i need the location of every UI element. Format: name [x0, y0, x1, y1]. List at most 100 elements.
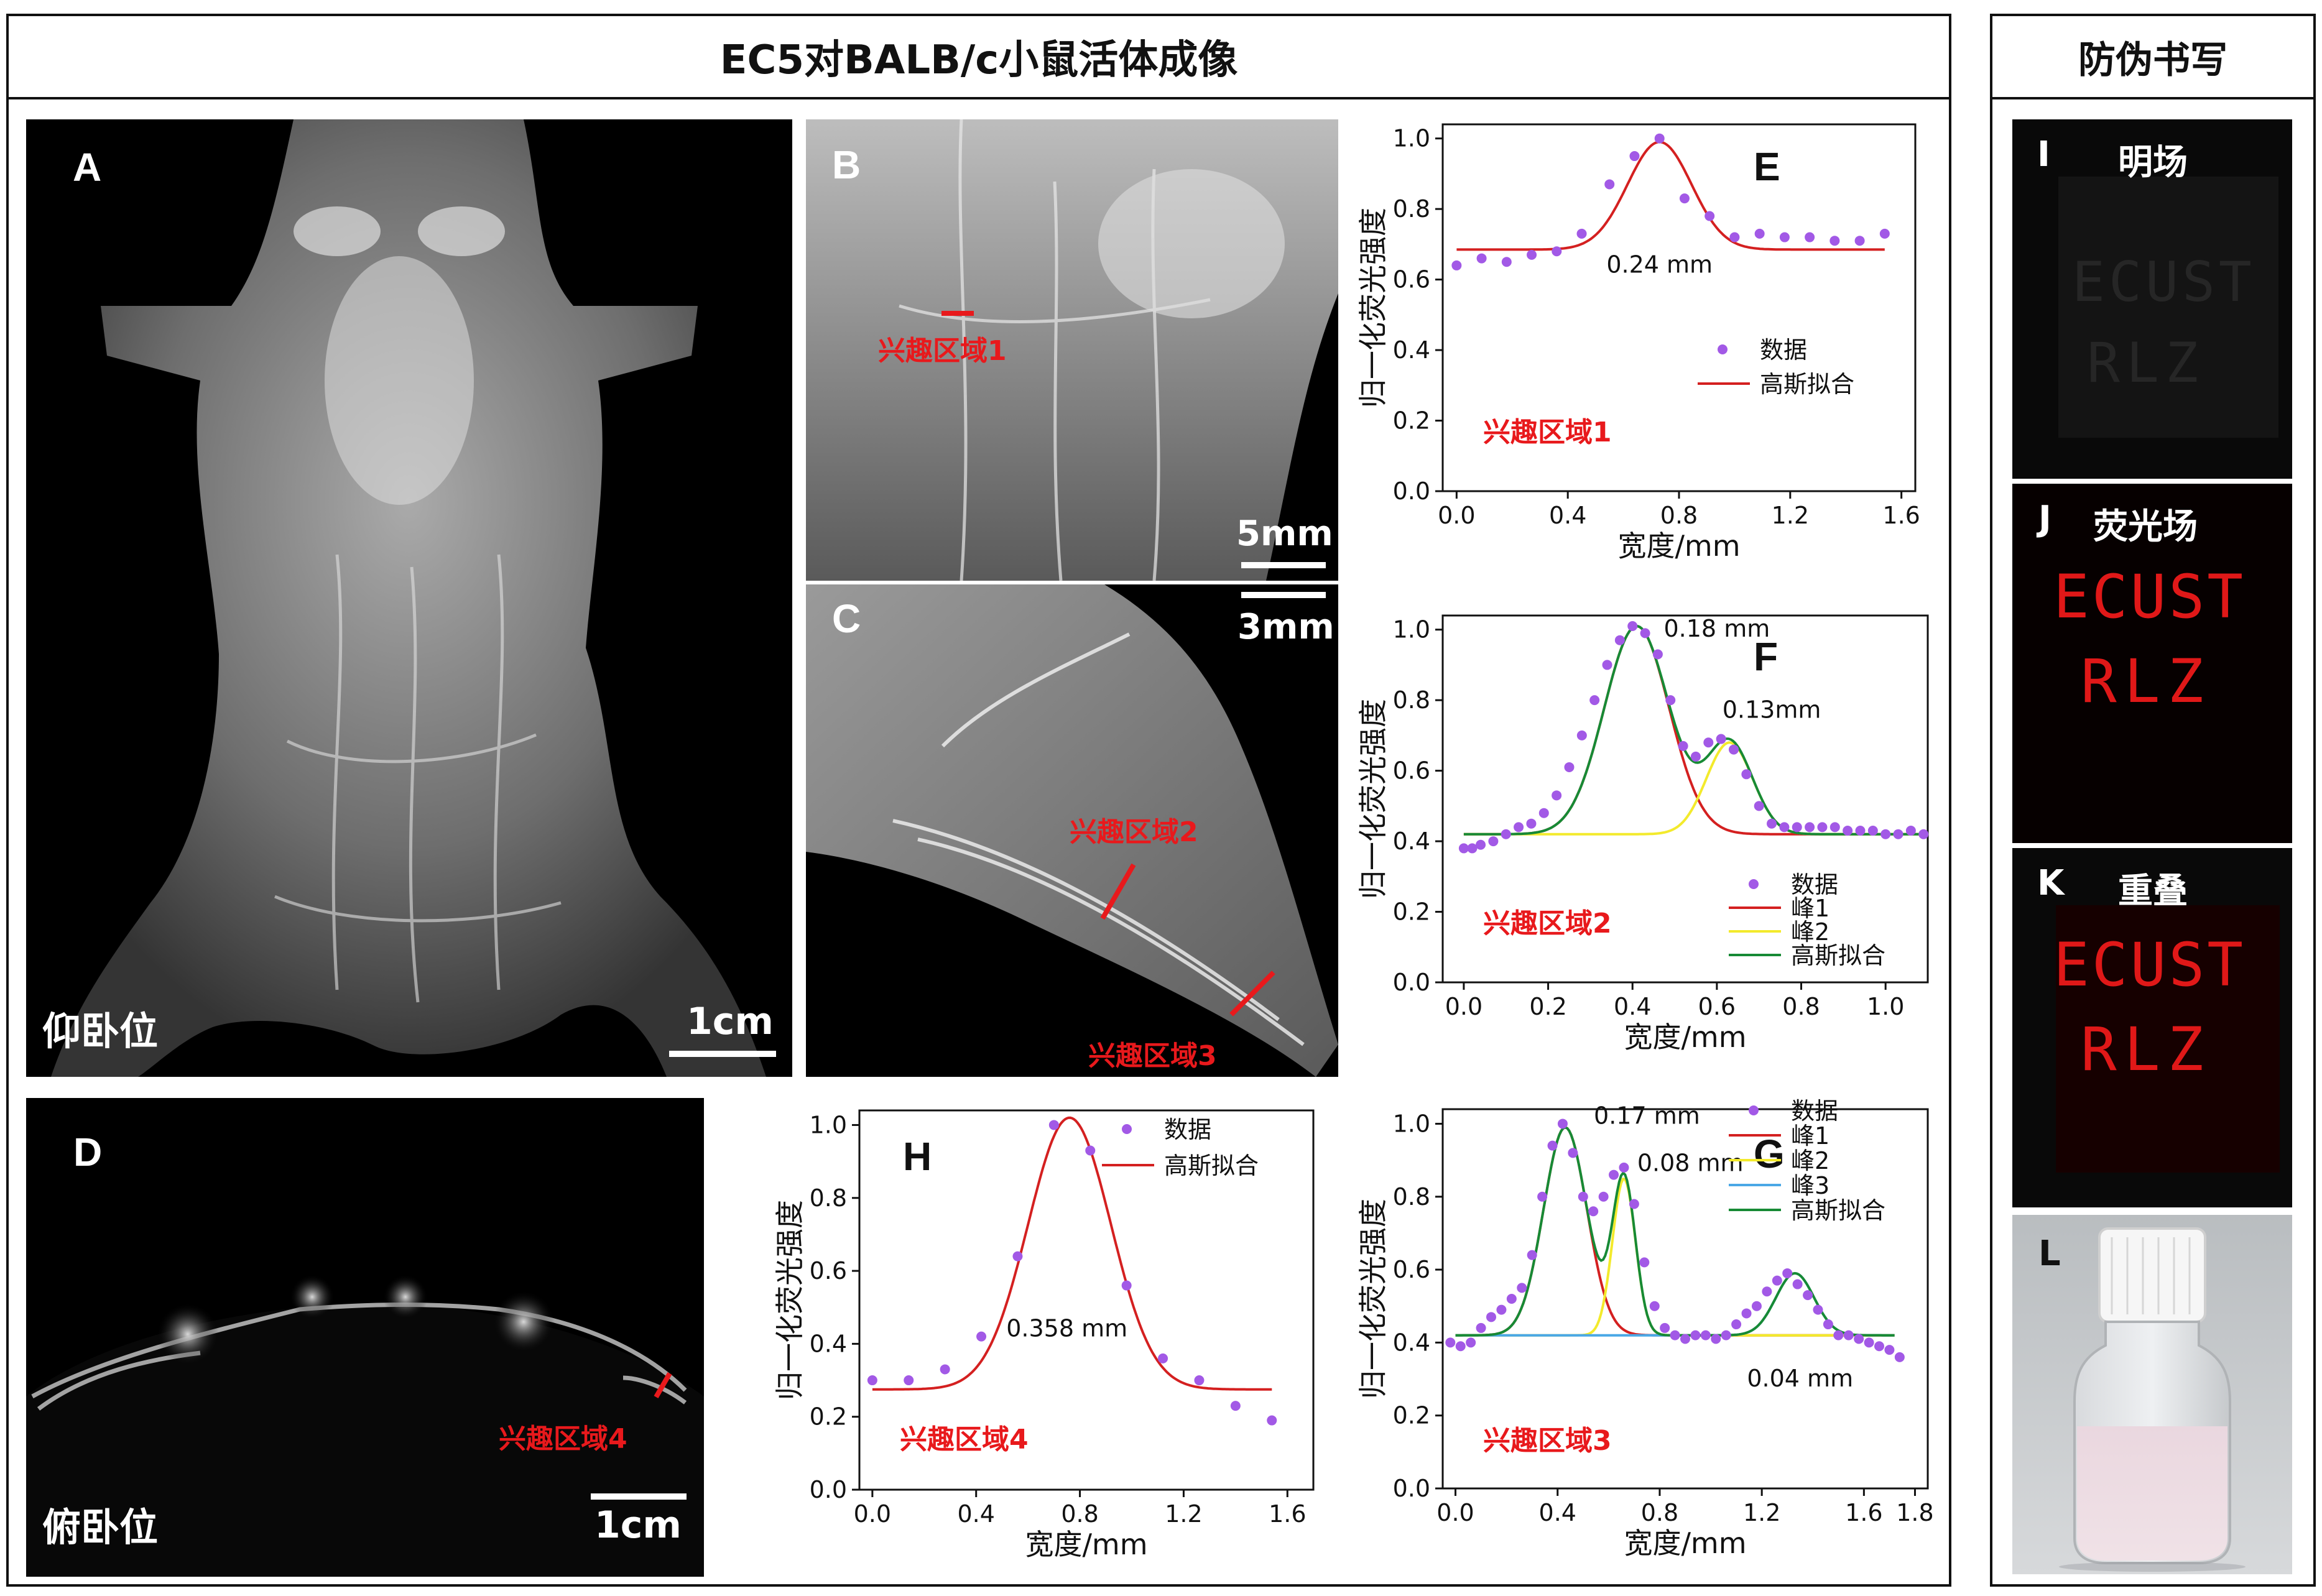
- panel-i-brightfield: I 明场 ECUST RLZ: [2012, 119, 2292, 479]
- y-tick-label: 0.6: [810, 1257, 847, 1285]
- x-tick-label: 1.2: [1772, 502, 1809, 529]
- side-title: 防伪书写: [1992, 16, 2313, 99]
- y-tick-label: 1.0: [810, 1111, 847, 1138]
- data-point: [1609, 1169, 1619, 1180]
- data-point: [1602, 660, 1612, 670]
- panel-d-scale-label: 1cm: [594, 1503, 682, 1547]
- data-point: [1670, 1330, 1680, 1340]
- chart-f-plot-area: [1441, 614, 1929, 984]
- y-tick-label: 1.0: [1393, 1110, 1430, 1137]
- panel-j-writing-line2: RLZ: [2081, 647, 2211, 716]
- legend-label: 数据: [1760, 336, 1807, 364]
- data-point: [1813, 1304, 1823, 1315]
- data-point: [1829, 822, 1840, 833]
- chart-panel-letter: E: [1754, 144, 1780, 189]
- data-point: [1267, 1415, 1277, 1426]
- y-tick-label: 0.8: [1393, 686, 1430, 714]
- data-point: [1589, 695, 1600, 706]
- data-point: [1604, 179, 1615, 190]
- data-point: [1476, 839, 1486, 850]
- data-point: [1751, 1301, 1762, 1311]
- legend-label: 峰1: [1791, 1122, 1829, 1150]
- x-tick-label: 0.4: [1549, 502, 1586, 529]
- x-tick-label: 0.0: [1436, 1499, 1474, 1526]
- x-tick-label: 1.0: [1867, 993, 1904, 1020]
- fit-curve-高斯拟合: [1456, 141, 1885, 251]
- data-point: [1466, 1337, 1476, 1348]
- legend-label: 高斯拟合: [1164, 1152, 1259, 1179]
- data-point: [1894, 1352, 1905, 1362]
- y-tick-label: 1.0: [1393, 616, 1430, 643]
- chart-h: 0.0 0.4 0.8 1.2 1.6 0.0 0.2 0.4 0.6 0.8 1.0 宽度/mm 归一…: [766, 1102, 1351, 1587]
- panel-l-vial-photo: L: [2012, 1215, 2292, 1574]
- data-point: [1805, 232, 1815, 242]
- y-axis-label: 归一化荧光强度: [1356, 208, 1390, 408]
- data-point: [1652, 649, 1663, 660]
- panel-a-letter: A: [73, 145, 102, 190]
- data-point: [1048, 1120, 1059, 1130]
- data-point: [1576, 228, 1587, 239]
- data-point: [1639, 1257, 1650, 1268]
- legend-label: 峰3: [1791, 1172, 1829, 1199]
- data-point: [1564, 762, 1575, 772]
- fwhm-annotation: 0.358 mm: [1006, 1315, 1127, 1342]
- legend-label: 数据: [1791, 871, 1838, 898]
- x-tick-label: 1.6: [1882, 502, 1920, 529]
- chart-g: 0.0 0.4 0.8 1.2 1.6 1.8 0.0 0.2 0.4 0.6 0.8 1.0 宽度/m…: [1349, 1097, 1946, 1587]
- data-point: [1547, 1140, 1558, 1151]
- fwhm-annotation: 0.13mm: [1723, 696, 1821, 724]
- data-point: [1619, 1162, 1629, 1173]
- panel-k-label: 重叠: [2118, 871, 2188, 911]
- data-point: [1455, 1341, 1466, 1352]
- legend-marker-data: [1718, 344, 1728, 354]
- data-point: [1476, 253, 1487, 264]
- x-tick-label: 0.6: [1698, 993, 1736, 1020]
- y-tick-label: 0.2: [810, 1403, 847, 1431]
- y-tick-label: 0.4: [810, 1330, 847, 1357]
- x-tick-label: 0.0: [854, 1500, 891, 1528]
- side-title-text: 防伪书写: [2078, 38, 2227, 82]
- data-point: [1552, 790, 1562, 801]
- panel-j-fluorescence: J 荧光场 ECUST RLZ: [2012, 484, 2292, 843]
- panel-j-writing-line1: ECUST: [2053, 562, 2246, 632]
- data-point: [1576, 730, 1587, 740]
- y-tick-label: 0.2: [1393, 407, 1430, 435]
- y-tick-label: 0.2: [1393, 1402, 1430, 1429]
- data-point: [1767, 818, 1777, 829]
- panel-i-writing-line2: RLZ: [2087, 331, 2204, 395]
- fwhm-annotation: 0.18 mm: [1664, 615, 1770, 642]
- data-point: [1690, 751, 1701, 762]
- data-point: [1598, 1191, 1609, 1202]
- data-point: [1854, 236, 1865, 246]
- panel-l-letter: L: [2038, 1234, 2061, 1274]
- x-axis-label: 宽度/mm: [1025, 1528, 1147, 1561]
- x-tick-label: 1.2: [1165, 1500, 1202, 1528]
- data-point: [940, 1364, 950, 1375]
- data-point: [1867, 826, 1878, 836]
- y-tick-label: 0.0: [1393, 1475, 1430, 1502]
- legend-label: 数据: [1791, 1097, 1838, 1125]
- panel-j-letter: J: [2038, 499, 2051, 539]
- panel-b-scalebar: [1241, 562, 1326, 568]
- data-point: [1754, 228, 1765, 239]
- data-point: [1527, 249, 1537, 260]
- overlay-paper: [2056, 905, 2280, 1173]
- data-point: [1905, 826, 1916, 836]
- data-point: [1649, 1301, 1660, 1311]
- data-point: [1588, 1206, 1599, 1217]
- data-point: [1829, 236, 1840, 246]
- y-tick-label: 0.4: [1393, 1329, 1430, 1356]
- y-tick-label: 0.0: [1393, 477, 1430, 505]
- y-axis-label: 归一化荧光强度: [1356, 1199, 1390, 1399]
- x-tick-label: 0.2: [1529, 993, 1566, 1020]
- panel-i-writing-line1: ECUST: [2072, 250, 2255, 314]
- panel-k-overlay: K 重叠 ECUST RLZ: [2012, 848, 2292, 1207]
- chart-g-svg: 0.0 0.4 0.8 1.2 1.6 1.8 0.0 0.2 0.4 0.6 0.8 1.0 宽度/m…: [1356, 1097, 1934, 1560]
- x-tick-label: 0.4: [1614, 993, 1651, 1020]
- y-tick-label: 0.8: [810, 1184, 847, 1212]
- data-point: [1517, 1283, 1527, 1293]
- data-point: [1629, 1199, 1639, 1209]
- data-point: [1782, 1268, 1793, 1278]
- data-point: [1679, 193, 1690, 204]
- fwhm-annotation: 0.17 mm: [1594, 1102, 1700, 1129]
